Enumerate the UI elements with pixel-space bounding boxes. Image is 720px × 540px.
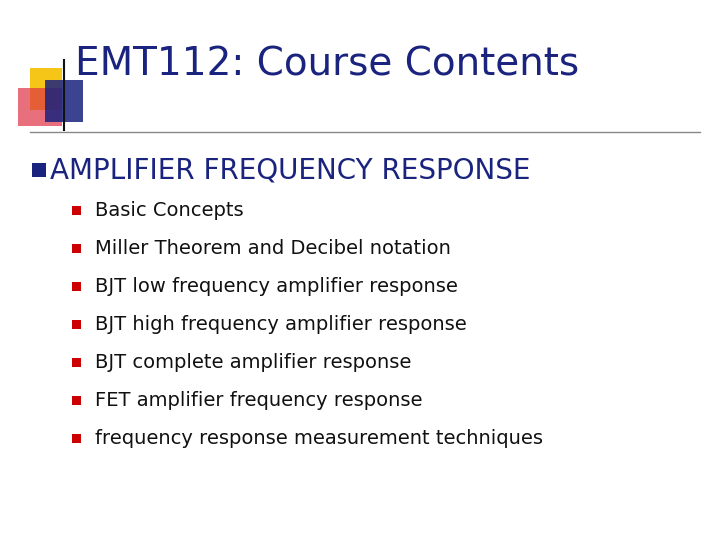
Text: BJT low frequency amplifier response: BJT low frequency amplifier response: [95, 276, 458, 295]
Bar: [32, 163, 46, 177]
Text: EMT112: Course Contents: EMT112: Course Contents: [75, 45, 579, 83]
Bar: [30, 68, 62, 110]
Bar: [72, 396, 81, 405]
Bar: [72, 434, 81, 443]
Text: Miller Theorem and Decibel notation: Miller Theorem and Decibel notation: [95, 239, 451, 258]
Text: AMPLIFIER FREQUENCY RESPONSE: AMPLIFIER FREQUENCY RESPONSE: [50, 156, 531, 184]
Text: frequency response measurement techniques: frequency response measurement technique…: [95, 429, 543, 448]
Bar: [72, 358, 81, 367]
Bar: [18, 88, 62, 126]
Text: BJT complete amplifier response: BJT complete amplifier response: [95, 353, 411, 372]
Text: FET amplifier frequency response: FET amplifier frequency response: [95, 390, 423, 409]
Bar: [45, 80, 83, 122]
Bar: [72, 244, 81, 253]
Text: BJT high frequency amplifier response: BJT high frequency amplifier response: [95, 314, 467, 334]
Bar: [72, 320, 81, 329]
Text: Basic Concepts: Basic Concepts: [95, 200, 243, 219]
Bar: [72, 282, 81, 291]
Bar: [72, 206, 81, 215]
